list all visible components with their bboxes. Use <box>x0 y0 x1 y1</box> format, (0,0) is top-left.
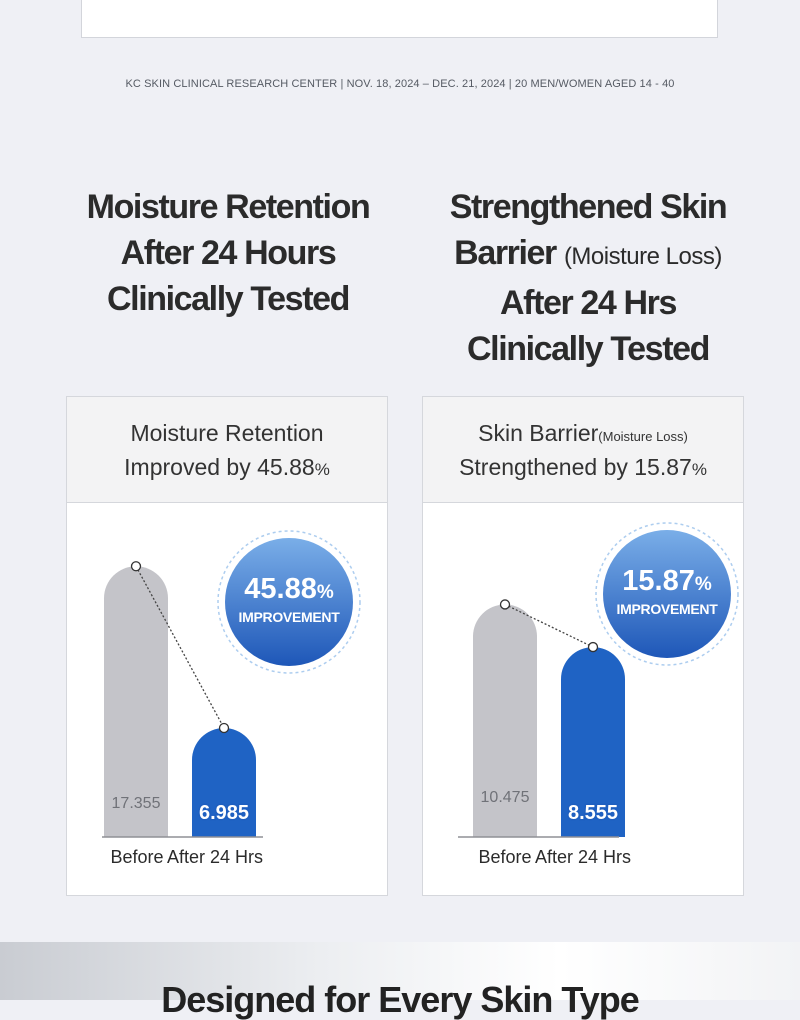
heading-line: After 24 Hours <box>120 234 337 272</box>
badge-label: IMPROVEMENT <box>239 609 341 625</box>
panel-header: Skin Barrier(Moisture Loss) Strengthened… <box>423 397 743 503</box>
heading-skin-barrier: Strengthened Skin Barrier (Moisture Loss… <box>400 184 776 372</box>
panel-title-line: Moisture Retention <box>130 420 324 446</box>
badge-number: 45.88 <box>244 573 317 605</box>
data-point-marker <box>587 641 599 653</box>
panel-title-pct: % <box>314 460 330 479</box>
after-value-label: 6.985 <box>199 802 249 824</box>
trend-connector <box>504 603 594 648</box>
data-point-marker <box>130 561 142 572</box>
heading-line: Clinically Tested <box>467 330 710 368</box>
skin-barrier-chart: 10.475 8.555 Before After 24 Hrs 15.87% IMPRO… <box>458 522 739 867</box>
before-bar <box>104 566 168 837</box>
data-point-marker <box>218 722 230 734</box>
heading-moisture-retention: Moisture Retention After 24 Hours Clinic… <box>40 184 416 322</box>
bottom-band <box>0 942 800 1000</box>
heading-line: Moisture Retention <box>86 188 371 226</box>
badge-percentage: 45.88% <box>244 573 334 605</box>
trend-connector <box>135 565 225 729</box>
heading-subtext: (Moisture Loss) <box>563 243 722 270</box>
badge-label: IMPROVEMENT <box>617 601 719 617</box>
before-value-label: 17.355 <box>112 795 161 812</box>
moisture-retention-panel: Moisture Retention Improved by 45.88% 17… <box>66 396 388 896</box>
top-content-box <box>81 0 718 38</box>
heading-line: After 24 Hrs <box>500 284 677 322</box>
badge-number: 15.87 <box>622 565 695 597</box>
improvement-badge <box>603 530 731 658</box>
badge-percent-sign: % <box>317 582 334 603</box>
after-bar <box>561 647 625 837</box>
category-label: After 24 Hrs <box>535 847 631 867</box>
heading-main-text: Barrier <box>454 234 557 272</box>
improvement-badge <box>225 538 353 666</box>
source-note: KC SKIN CLINICAL RESEARCH CENTER | NOV. … <box>125 78 675 90</box>
after-value-label: 8.555 <box>568 802 618 824</box>
before-bar <box>473 604 537 837</box>
panel-header: Moisture Retention Improved by 45.88% <box>67 397 387 503</box>
before-value-label: 10.475 <box>481 789 530 806</box>
panel-title-line: Improved by 45.88% <box>67 450 387 487</box>
heading-line: Barrier (Moisture Loss) <box>400 230 776 280</box>
heading-line: Clinically Tested <box>107 280 350 318</box>
panel-title-text: Improved by 45.88 <box>124 454 315 480</box>
badge-percentage: 15.87% <box>622 565 712 597</box>
category-label: Before <box>110 847 163 867</box>
badge-dashed-ring <box>217 530 361 674</box>
skin-barrier-panel: Skin Barrier(Moisture Loss) Strengthened… <box>422 396 744 896</box>
panel-title-pct: % <box>691 460 707 479</box>
data-point-marker <box>499 599 511 610</box>
category-label: Before <box>478 847 531 867</box>
moisture-retention-chart: 17.355 6.985 Before After 24 Hrs 45.88% IMPRO… <box>102 530 361 867</box>
heading-line: Strengthened Skin <box>449 188 728 226</box>
after-bar <box>192 728 256 837</box>
panel-title-line: Skin Barrier(Moisture Loss) <box>423 416 743 454</box>
badge-dashed-ring <box>595 522 739 666</box>
badge-percent-sign: % <box>695 574 712 595</box>
panel-title-text: Strengthened by 15.87 <box>459 454 692 480</box>
panel-title-text: Skin Barrier <box>478 420 599 446</box>
panel-title-line: Strengthened by 15.87% <box>423 450 743 487</box>
category-label: After 24 Hrs <box>167 847 263 867</box>
panel-title-subtext: (Moisture Loss) <box>598 429 688 444</box>
bottom-section-title: Designed for Every Skin Type <box>161 979 640 1020</box>
